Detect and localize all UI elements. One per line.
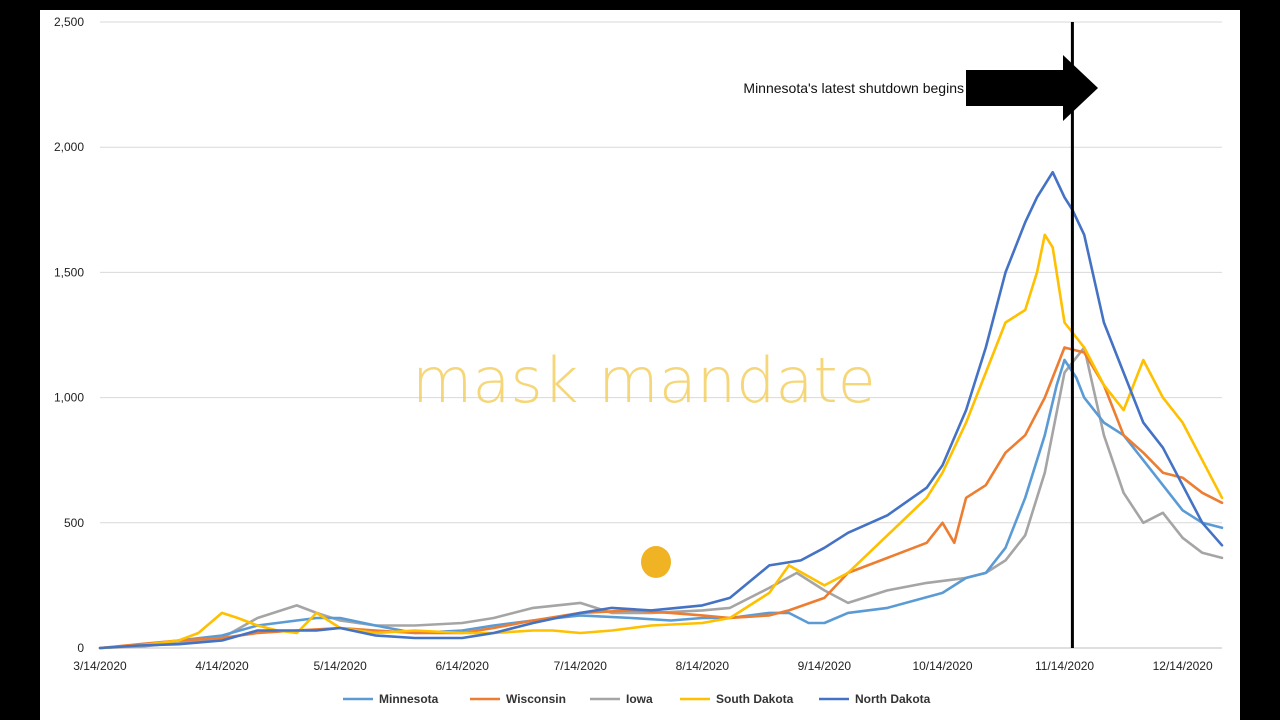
legend-label-wisconsin: Wisconsin — [506, 692, 566, 706]
x-tick-label: 6/14/2020 — [435, 659, 489, 673]
series-line-south-dakota — [98, 233, 1224, 650]
y-tick-label: 1,500 — [54, 265, 84, 279]
y-tick-label: 0 — [77, 641, 84, 655]
y-axis-labels: 0 500 1,000 1,500 2,000 2,500 — [54, 15, 84, 655]
x-tick-label: 7/14/2020 — [554, 659, 608, 673]
right-arrow-icon — [966, 55, 1098, 121]
x-tick-label: 5/14/2020 — [313, 659, 367, 673]
legend-label-iowa: Iowa — [626, 692, 653, 706]
legend: Minnesota Wisconsin Iowa South Dakota North … — [343, 692, 931, 706]
y-tick-label: 1,000 — [54, 391, 84, 405]
x-axis-labels: 3/14/2020 4/14/2020 5/14/2020 6/14/2020 7/14… — [73, 659, 1213, 673]
x-tick-label: 10/14/2020 — [912, 659, 972, 673]
series-line-north-dakota — [98, 170, 1224, 650]
chart-frame: 0 500 1,000 1,500 2,000 2,500 3/14/2020 4/14/2… — [40, 10, 1240, 720]
y-tick-label: 500 — [64, 516, 84, 530]
orange-dot-marker — [641, 546, 671, 578]
y-tick-label: 2,500 — [54, 15, 84, 29]
series-lines — [98, 170, 1224, 650]
x-tick-label: 11/14/2020 — [1035, 659, 1094, 673]
line-chart: 0 500 1,000 1,500 2,000 2,500 3/14/2020 4/14/2… — [54, 15, 1224, 706]
x-tick-label: 9/14/2020 — [798, 659, 852, 673]
x-tick-label: 4/14/2020 — [195, 659, 249, 673]
mask-mandate-overlay-text: mask mandate — [412, 344, 876, 417]
series-line-minnesota — [98, 358, 1224, 650]
x-tick-label: 12/14/2020 — [1153, 659, 1213, 673]
y-tick-label: 2,000 — [54, 140, 84, 154]
legend-label-north-dakota: North Dakota — [855, 692, 931, 706]
x-tick-label: 3/14/2020 — [73, 659, 127, 673]
gridlines — [100, 21, 1222, 524]
legend-label-minnesota: Minnesota — [379, 692, 439, 706]
shutdown-annotation-label: Minnesota's latest shutdown begins — [743, 80, 964, 96]
x-tick-label: 8/14/2020 — [676, 659, 730, 673]
legend-label-south-dakota: South Dakota — [716, 692, 794, 706]
